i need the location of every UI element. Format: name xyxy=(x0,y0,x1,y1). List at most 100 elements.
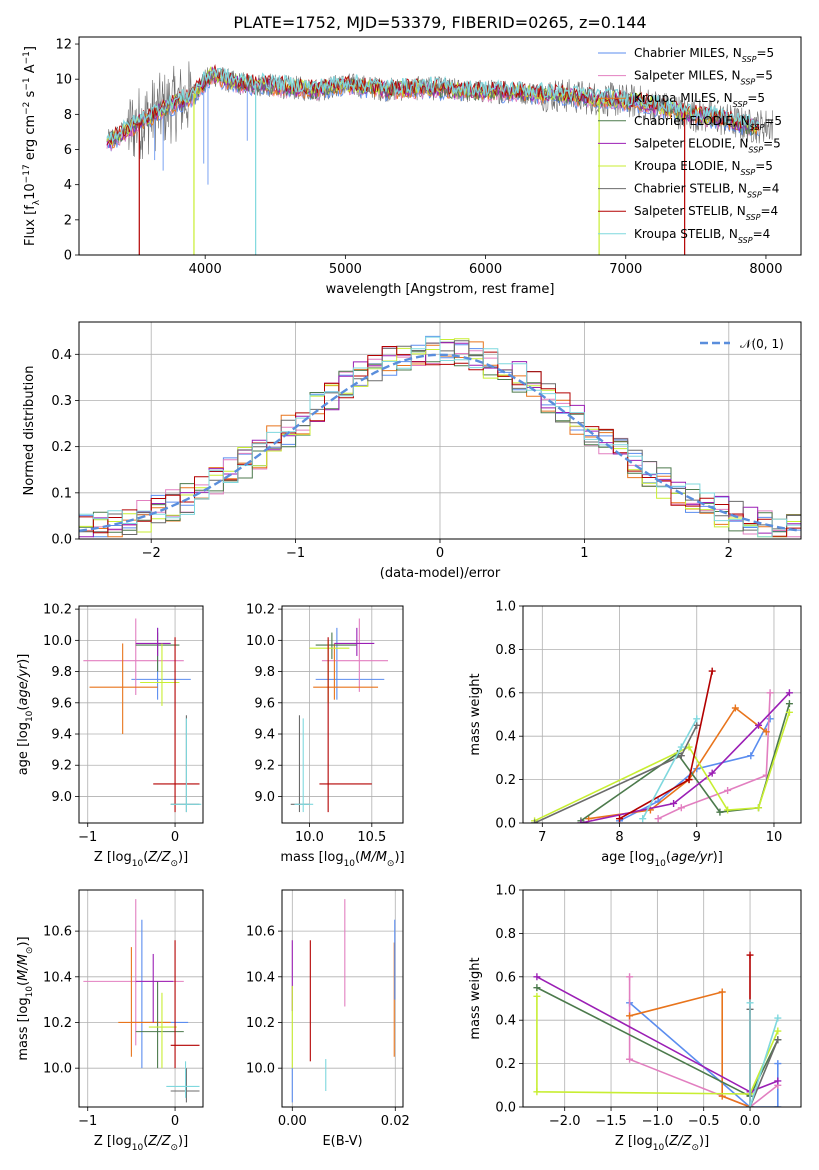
y-tick-label: 9.0 xyxy=(51,790,72,805)
mass-age-panel: 10.0 10.5 9.0 9.2 9.4 9.6 9.8 10.0 10.2 mass [log… xyxy=(246,603,405,869)
y-axis-label-part: mass [log xyxy=(16,997,31,1060)
y-axis-label-part: ⊙ xyxy=(25,947,35,955)
x-tick-label: 7000 xyxy=(609,262,642,277)
legend-entry-text: Chabrier STELIB, N xyxy=(634,182,747,196)
weight-point-marker xyxy=(766,689,774,697)
y-axis-label-part: −2 xyxy=(22,102,32,115)
y-axis-label: mass weight xyxy=(468,957,483,1039)
x-axis-label-part: Z/Z xyxy=(147,1134,171,1149)
y-tick-label: 6 xyxy=(64,143,72,158)
y-tick-label: 9.4 xyxy=(254,728,275,743)
y-axis-label-part: erg cm xyxy=(23,115,38,164)
weight-point-marker xyxy=(677,752,685,760)
x-axis-label-part: Z [log xyxy=(94,850,132,865)
spectrum-model-line xyxy=(106,64,760,146)
x-axis-label-part: ( xyxy=(143,1134,148,1149)
weight-point-marker xyxy=(774,1060,782,1068)
weight-series-line xyxy=(580,692,790,823)
y-tick-label: 0.3 xyxy=(51,394,72,409)
y-tick-label: 9.6 xyxy=(254,696,275,711)
x-axis-label: Z [log10(Z/Z⊙)] xyxy=(94,850,188,869)
y-tick-label: 0.6 xyxy=(495,686,516,701)
y-axis-label-part: ( xyxy=(16,706,31,711)
x-axis-label: mass [log10(M/M⊙)] xyxy=(280,850,404,869)
y-axis-label-part: 10 xyxy=(25,986,35,998)
weight-point-marker xyxy=(639,815,647,823)
residuals-plot-area xyxy=(79,335,801,538)
weight-point-marker xyxy=(533,973,541,981)
y-tick-label: 0.2 xyxy=(495,1057,516,1072)
histogram-series xyxy=(79,336,801,538)
x-axis-label-part: )] xyxy=(699,1134,709,1149)
x-axis-label-part: ⊙ xyxy=(387,859,395,869)
x-tick-label: 7 xyxy=(538,830,546,845)
y-tick-label: 10.4 xyxy=(43,970,72,985)
weight-point-marker xyxy=(718,988,726,996)
x-axis-label-part: )] xyxy=(178,850,188,865)
x-tick-label: −0.5 xyxy=(688,1114,720,1129)
x-axis-label-part: ( xyxy=(666,850,671,865)
weight-point-marker xyxy=(654,815,662,823)
x-axis-label-part: Z [log xyxy=(615,1134,653,1149)
x-tick-label: 4000 xyxy=(189,262,222,277)
spectrum-plot-area xyxy=(106,61,773,255)
x-axis-label: Z [log10(Z/Z⊙)] xyxy=(615,1134,709,1153)
weight-point-marker xyxy=(785,708,793,716)
y-axis-label: Flux [fλ10−17 erg cm−2 s−1 A−1] xyxy=(22,46,42,246)
spectrum-frame xyxy=(78,36,802,256)
z-mass-plot-area xyxy=(83,899,200,1103)
y-tick-label: 1.0 xyxy=(495,600,516,615)
y-axis-label-part: −17 xyxy=(22,164,32,183)
y-tick-label: 0.0 xyxy=(51,533,72,548)
age-weight-plot-area xyxy=(531,667,793,823)
weight-point-marker xyxy=(626,1055,634,1063)
x-tick-label: −1 xyxy=(78,830,97,845)
weight-point-marker xyxy=(724,786,732,794)
x-axis-label-part: )] xyxy=(178,1134,188,1149)
legend-entry-sub: SSP xyxy=(738,235,753,244)
x-axis-label-part: ( xyxy=(143,850,148,865)
age-weight-frame xyxy=(522,605,802,824)
y-axis-label-part: s xyxy=(23,90,38,101)
y-axis-label: age [log10(age/yr)] xyxy=(16,654,35,776)
y-tick-label: 9.2 xyxy=(254,759,275,774)
x-axis-label-part: (data-model)/error xyxy=(380,566,501,581)
weight-point-marker xyxy=(762,728,770,736)
mass-age-frame xyxy=(281,605,404,824)
legend-entry-sub: SSP xyxy=(748,145,763,154)
x-tick-label: 0 xyxy=(171,830,179,845)
x-axis-label-part: mass [log xyxy=(280,850,343,865)
legend-entry-text: Chabrier MILES, N xyxy=(634,46,742,60)
x-tick-label: −1.5 xyxy=(595,1114,627,1129)
y-tick-label: 0.8 xyxy=(495,927,516,942)
y-tick-label: 0.0 xyxy=(495,1101,516,1116)
ebv-mass-panel: 0.00 0.02 10.0 10.2 10.4 10.6 E(B-V) xyxy=(246,889,410,1149)
x-axis-label-part: Z/Z xyxy=(147,850,171,865)
normal-curve xyxy=(79,353,801,533)
legend-entry-text: =5 xyxy=(755,159,773,173)
figure-title: PLATE=1752, MJD=53379, FIBERID=0265, z=0… xyxy=(233,13,646,32)
x-tick-label: 9 xyxy=(693,830,701,845)
y-axis-label: mass [log10(M/M⊙)] xyxy=(16,936,35,1060)
legend-entry-text: =4 xyxy=(762,182,780,196)
y-tick-label: 9.2 xyxy=(51,759,72,774)
legend-entry: Salpeter ELODIE, NSSP=5 xyxy=(634,136,781,154)
legend-entry-sub: SSP xyxy=(733,100,748,109)
y-tick-label: 10.2 xyxy=(43,603,72,618)
legend-entry-text: =5 xyxy=(764,114,782,128)
x-tick-label: 0.0 xyxy=(740,1114,761,1129)
legend-entry-sub: SSP xyxy=(747,190,762,199)
weight-series-line xyxy=(619,670,713,820)
residuals-panel: −2 −1 0 1 2 0.0 0.1 0.2 0.3 0.4 𝒩(0, 1) (data-model… xyxy=(22,321,802,581)
weight-point-marker xyxy=(731,704,739,712)
x-axis-label-part: 10 xyxy=(653,1143,665,1153)
weight-point-marker xyxy=(774,1103,782,1107)
x-axis-label: wavelength [Angstrom, rest frame] xyxy=(326,282,555,297)
x-tick-label: 0.02 xyxy=(381,1114,410,1129)
y-axis-label-part: 10 xyxy=(25,710,35,722)
x-tick-label: −1 xyxy=(78,1114,97,1129)
weight-point-marker xyxy=(616,815,624,823)
weight-point-marker xyxy=(774,1027,782,1035)
weight-point-marker xyxy=(693,721,701,729)
